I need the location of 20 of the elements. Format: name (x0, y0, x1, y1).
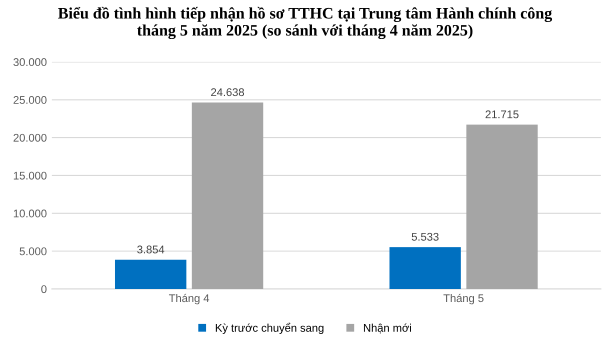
y-tick-label: 15.000 (14, 172, 47, 180)
bar (389, 247, 461, 289)
y-tick-label: 20.000 (14, 134, 47, 142)
y-tick-label: 25.000 (14, 96, 47, 104)
data-label: 3.854 (137, 246, 164, 254)
chart-title: Biểu đồ tình hình tiếp nhận hồ sơ TTHC tại Trung tâm Hành chính công tháng 5 năm 2025 (so sánh với tháng 4 năm 2025) (58, 6, 552, 40)
bar (192, 102, 264, 289)
data-label: 5.533 (412, 232, 439, 241)
y-tick-label: 5.000 (20, 247, 47, 256)
y-tick-label: 10.000 (14, 210, 47, 218)
bar (466, 124, 538, 289)
legend-label: Kỳ trước chuyển sang (216, 322, 324, 334)
y-tick-label: 30.000 (13, 58, 47, 66)
y-tick-label: 0 (41, 285, 47, 294)
x-tick-label: Tháng 4 (168, 294, 210, 304)
data-label: 21.715 (486, 110, 519, 118)
data-label: 24.638 (211, 88, 244, 96)
bar (114, 260, 186, 289)
legend-label: Nhận mới (364, 324, 411, 334)
x-tick-label: Tháng 5 (443, 294, 484, 304)
